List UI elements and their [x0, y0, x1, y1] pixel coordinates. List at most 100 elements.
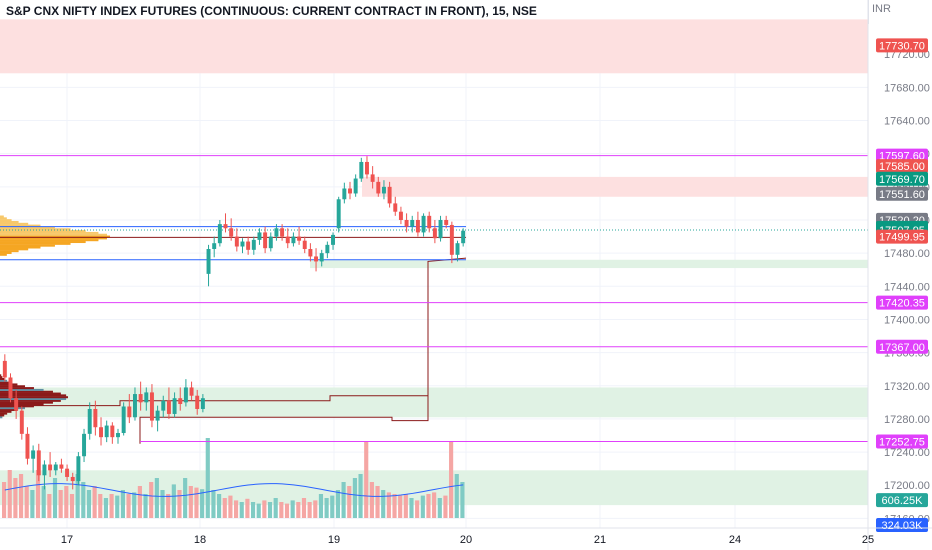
candle-body — [48, 464, 53, 471]
volume-bar — [256, 503, 261, 518]
candle-body — [59, 464, 64, 469]
y-tick-label: 17320.00 — [884, 381, 930, 393]
y-tick-label: 17440.00 — [884, 281, 930, 293]
volume-bar — [52, 478, 58, 518]
candle-body — [246, 241, 251, 250]
volume-bar — [262, 500, 267, 518]
candle-body — [229, 228, 234, 237]
profile-bar — [0, 237, 107, 240]
volume-bar — [69, 494, 75, 518]
time-axis[interactable]: 17 18 19 20 21 24 25 — [0, 527, 932, 546]
volume-bar — [460, 482, 465, 518]
price-tag-label: 324.03K — [882, 520, 924, 532]
candle-body — [302, 240, 307, 249]
profile-bar — [0, 241, 86, 244]
volume-bar — [115, 495, 120, 518]
volume-bar — [98, 494, 103, 518]
profile-bar — [0, 390, 53, 393]
volume-bar — [30, 490, 35, 518]
volume-bar — [2, 482, 7, 518]
volume-bar — [137, 486, 142, 518]
price-tag-box — [876, 434, 928, 449]
zones — [0, 19, 868, 506]
candle-body — [342, 188, 347, 200]
x-tick-label: 18 — [194, 534, 206, 546]
candle-body — [212, 243, 217, 249]
profile-bar — [0, 396, 68, 399]
price-tag-label: 606.25K — [882, 495, 924, 507]
candle-body — [240, 241, 245, 247]
y-tick-label: 17480.00 — [884, 248, 930, 260]
volume-bar — [154, 478, 159, 518]
volume-bar — [335, 490, 341, 518]
profile-bar — [0, 410, 12, 413]
volume-bar — [313, 500, 318, 518]
volume-bar — [454, 474, 459, 518]
candle-body — [359, 161, 364, 179]
volume-bar — [109, 494, 114, 518]
price-tag-box — [876, 229, 928, 244]
volume-bar — [13, 478, 18, 518]
price-axis[interactable]: 17160.0017200.0017240.0017280.0017320.00… — [867, 0, 930, 550]
volume-bar — [301, 498, 307, 518]
candle-body — [353, 178, 358, 194]
volume-bar — [24, 486, 29, 518]
profile-bar — [0, 217, 7, 220]
candle-body — [461, 230, 466, 244]
candle-body — [444, 219, 449, 225]
volume-bar — [290, 500, 295, 518]
price-tag-box — [876, 295, 928, 310]
profile-bar — [0, 242, 71, 245]
candle-body — [110, 425, 115, 438]
candle-body — [195, 395, 200, 409]
volume-bar — [149, 482, 154, 518]
candle-body — [291, 236, 296, 244]
volume-bar — [47, 494, 52, 518]
profile-bar — [0, 226, 55, 229]
profile-bar — [0, 246, 41, 249]
candles — [2, 156, 466, 490]
candle-body — [132, 394, 137, 418]
candle-body — [438, 219, 443, 239]
candle-body — [104, 425, 109, 438]
profile-bar — [0, 376, 3, 379]
volume-bar — [449, 442, 454, 518]
y-tick-label: 17640.00 — [884, 116, 930, 128]
profile-bar — [0, 381, 12, 384]
profile-bar — [0, 374, 2, 377]
volume-bar — [58, 490, 63, 518]
volume-bar — [409, 498, 414, 518]
candle-body — [127, 406, 132, 418]
volume-bars — [2, 438, 465, 518]
profile-bar — [0, 407, 26, 410]
volume-bar — [318, 494, 324, 518]
profile-bar — [0, 228, 71, 231]
candle-body — [336, 199, 341, 229]
profile-bar — [0, 233, 107, 236]
volume-bar — [234, 500, 239, 518]
volume-bar — [228, 495, 233, 518]
candle-body — [121, 406, 126, 434]
poc-line — [427, 257, 467, 396]
volume-profile — [0, 215, 467, 444]
x-tick-label: 20 — [460, 534, 472, 546]
volume-bar — [103, 498, 109, 518]
profile-bar — [0, 244, 55, 247]
candle-body — [200, 398, 205, 409]
profile-bar — [0, 379, 8, 382]
volume-bar — [132, 492, 137, 518]
currency-label[interactable]: INR — [872, 3, 891, 15]
price-tag-box — [876, 186, 928, 201]
candle-body — [8, 377, 13, 399]
price-tag-box — [876, 38, 928, 53]
volume-bar — [386, 492, 391, 518]
volume-bar — [415, 500, 420, 518]
price-tag-label: 17569.70 — [879, 174, 925, 186]
candle-body — [42, 464, 47, 476]
candle-body — [432, 228, 437, 239]
volume-bar — [250, 502, 256, 518]
volume-bar — [296, 502, 301, 518]
volume-bar — [392, 494, 397, 518]
profile-bar — [0, 224, 41, 227]
